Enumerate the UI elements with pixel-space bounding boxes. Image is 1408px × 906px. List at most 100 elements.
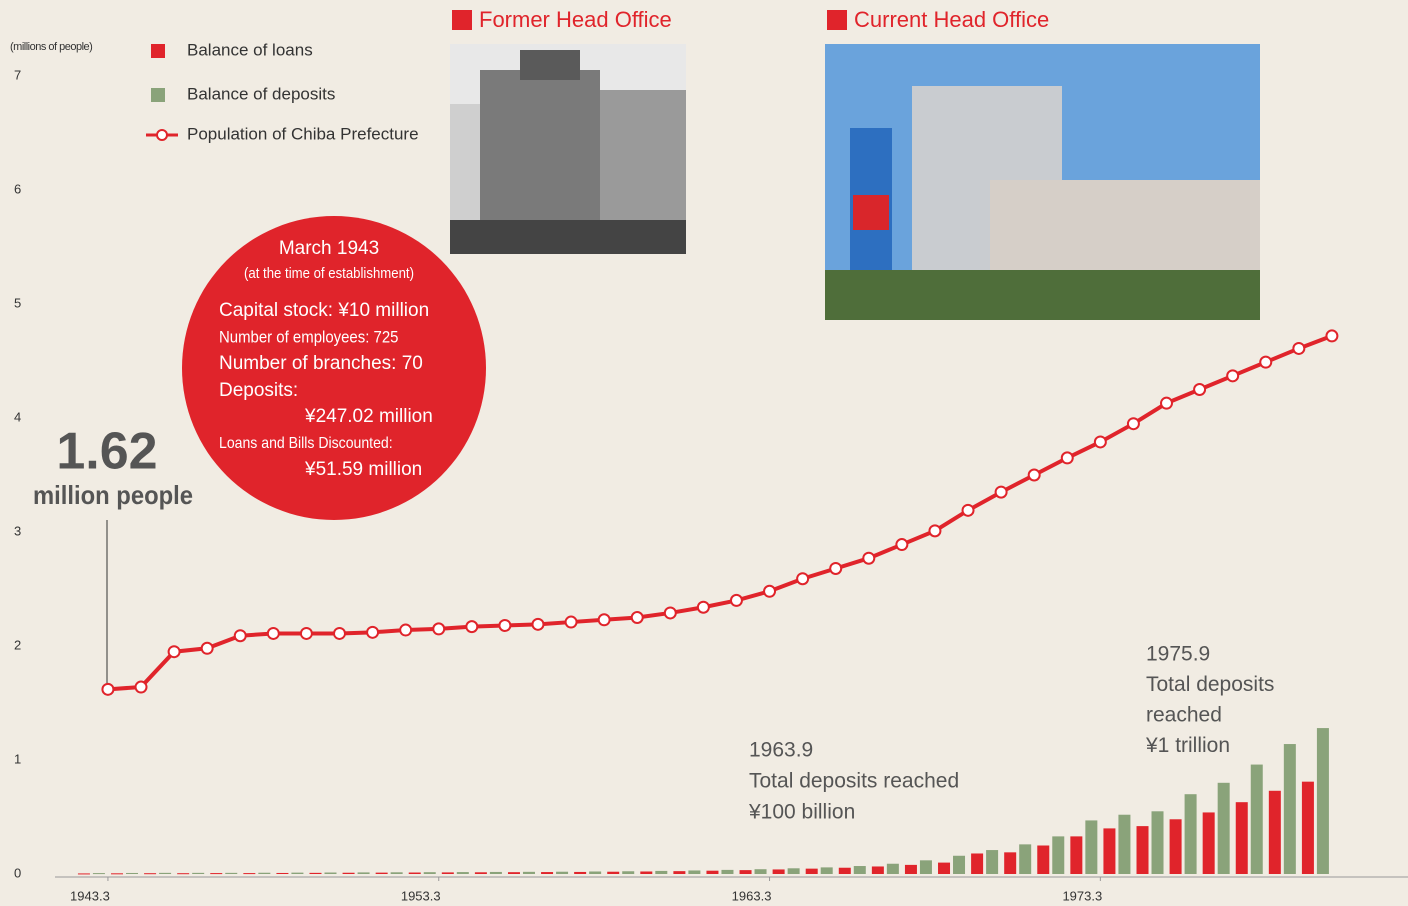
bar — [589, 871, 602, 874]
legend-swatch — [156, 129, 168, 141]
bar — [655, 870, 668, 874]
bar — [324, 872, 337, 874]
bar — [706, 870, 719, 874]
photo-marker — [827, 10, 847, 30]
bar — [622, 871, 635, 874]
callout: March 1943 (at the time of establishment)… — [219, 238, 433, 480]
bar — [871, 866, 884, 874]
annotation: reached — [1146, 704, 1222, 727]
bar — [1085, 820, 1098, 874]
callout-circle — [182, 216, 486, 520]
legend-label: Balance of loans — [187, 40, 313, 59]
bar — [243, 873, 256, 875]
bar — [1202, 812, 1215, 874]
photo-title: Current Head Office — [854, 7, 1049, 32]
bar — [276, 872, 289, 874]
bar — [1118, 814, 1131, 874]
y-tick-label: 0 — [14, 865, 21, 880]
line-marker — [696, 600, 710, 614]
bar — [1019, 844, 1032, 874]
bar — [77, 873, 90, 875]
bar — [640, 871, 653, 874]
bar — [375, 872, 388, 874]
bar — [1070, 836, 1083, 874]
bar — [820, 867, 833, 874]
bar — [805, 868, 818, 874]
bar — [1283, 744, 1296, 874]
bar — [904, 864, 917, 874]
bar — [739, 870, 752, 874]
annotation: 1975.9 — [1146, 643, 1210, 666]
bar — [111, 873, 124, 875]
bar — [541, 872, 554, 874]
start-unit: million people — [33, 480, 193, 510]
line-marker — [101, 682, 115, 696]
callout-line: Deposits: — [219, 380, 298, 401]
bar — [607, 871, 620, 874]
x-tick-label: 1943.3 — [70, 888, 110, 903]
bar — [258, 872, 271, 874]
bar — [489, 871, 502, 874]
bar — [441, 872, 454, 874]
callout-line: Number of employees: 725 — [219, 329, 399, 347]
bar — [408, 872, 421, 874]
bar — [177, 873, 190, 875]
x-tick-label: 1953.3 — [401, 888, 441, 903]
legend-label: Population of Chiba Prefecture — [187, 124, 419, 143]
annotation: Total deposits — [1146, 673, 1274, 696]
line-marker — [796, 572, 810, 586]
bar — [1004, 852, 1017, 874]
bar — [1052, 836, 1065, 874]
legend-swatch — [151, 88, 165, 102]
bar — [574, 871, 587, 874]
line-marker — [1027, 468, 1041, 482]
legend-label: Balance of deposits — [187, 84, 335, 103]
line-marker — [1126, 417, 1140, 431]
y-tick-label: 1 — [14, 751, 21, 766]
bar — [754, 869, 767, 874]
line-marker — [266, 626, 280, 640]
bar — [507, 872, 520, 874]
annotation: ¥1 trillion — [1145, 734, 1230, 757]
current-photo — [825, 44, 1260, 320]
line-marker — [763, 584, 777, 598]
bar — [456, 872, 469, 874]
bar — [291, 872, 304, 874]
line-marker — [366, 625, 380, 639]
former-photo — [450, 44, 686, 254]
y-tick-label: 5 — [14, 295, 21, 310]
bar — [92, 873, 105, 875]
bar — [1217, 782, 1230, 874]
line-marker — [630, 611, 644, 624]
bar — [423, 872, 436, 874]
line-marker — [829, 561, 843, 575]
bar — [772, 869, 785, 874]
bar — [210, 873, 223, 875]
line-marker — [498, 618, 512, 632]
line-marker — [1193, 383, 1207, 396]
bar — [556, 871, 569, 874]
line-marker — [663, 606, 677, 620]
line-marker — [531, 617, 545, 631]
line-marker — [200, 641, 214, 655]
x-tick-label: 1963.3 — [732, 888, 772, 903]
line-marker — [134, 680, 148, 694]
line-marker — [961, 503, 975, 517]
bar — [688, 870, 701, 874]
photo-marker — [452, 10, 472, 30]
y-tick-label: 6 — [14, 181, 21, 196]
line-marker — [332, 626, 346, 640]
y-tick-label: 4 — [14, 409, 21, 424]
bar — [390, 872, 403, 874]
callout-line: Capital stock: ¥10 million — [219, 300, 429, 321]
y-tick-label: 3 — [14, 523, 21, 538]
bar — [1235, 802, 1248, 874]
bar — [1037, 845, 1050, 874]
line-marker — [928, 524, 942, 538]
line-marker — [1259, 355, 1273, 369]
annotation: 1963.9 — [749, 739, 813, 762]
callout-line: Loans and Bills Discounted: — [219, 434, 393, 452]
bar — [144, 873, 157, 875]
bar — [522, 871, 535, 874]
line-marker — [399, 623, 413, 637]
